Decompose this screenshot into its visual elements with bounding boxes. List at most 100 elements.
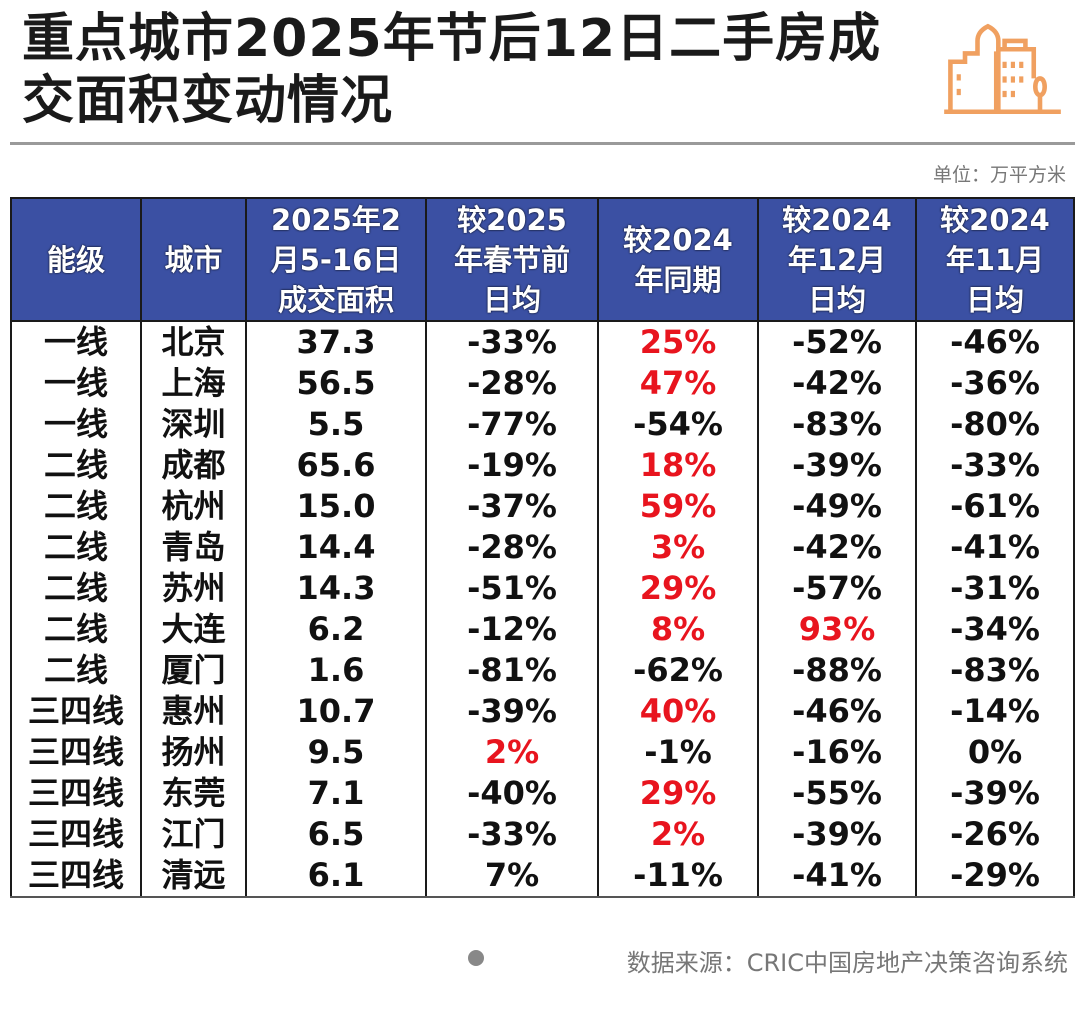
table-cell: -39% <box>425 691 599 732</box>
table-cell: 7.1 <box>245 773 427 814</box>
column-header-label: 2025年2月5-16日成交面积 <box>270 202 402 317</box>
table-cell: 2% <box>425 732 599 773</box>
table-cell: -54% <box>597 404 759 445</box>
table-cell: -28% <box>425 527 599 568</box>
table-cell: 大连 <box>140 609 247 650</box>
table-cell: -41% <box>915 527 1075 568</box>
unit-label: 单位：万平方米 <box>932 164 1066 186</box>
table-cell: -14% <box>915 691 1075 732</box>
table-cell: 二线 <box>10 445 142 486</box>
table-cell: 青岛 <box>140 527 247 568</box>
table-row: 二线 苏州 14.3 -51% 29% -57% -31% <box>10 568 1075 609</box>
table-cell: -51% <box>425 568 599 609</box>
table-cell: -81% <box>425 650 599 691</box>
table-cell: 93% <box>757 609 917 650</box>
column-header-label: 较2024年12月日均 <box>782 202 892 317</box>
column-header: 较2024年同期 <box>597 197 759 322</box>
table-cell: -33% <box>425 321 599 363</box>
page-title: 重点城市2025年节后12日二手房成交面积变动情况 <box>22 9 882 131</box>
column-header: 较2024年11月日均 <box>915 197 1075 322</box>
table-cell: 7% <box>425 855 599 898</box>
table-row: 二线 青岛 14.4 -28% 3% -42% -41% <box>10 527 1075 568</box>
table-cell: 14.3 <box>245 568 427 609</box>
table-cell: 成都 <box>140 445 247 486</box>
table-cell: 1.6 <box>245 650 427 691</box>
table-cell: 杭州 <box>140 486 247 527</box>
table-cell: 扬州 <box>140 732 247 773</box>
table-cell: -80% <box>915 404 1075 445</box>
city-buildings-icon <box>944 23 1061 115</box>
table-cell: 深圳 <box>140 404 247 445</box>
table-cell: -49% <box>757 486 917 527</box>
table-cell: -26% <box>915 814 1075 855</box>
table-cell: -16% <box>757 732 917 773</box>
table-cell: 56.5 <box>245 363 427 404</box>
table-cell: 37.3 <box>245 321 427 363</box>
table-cell: 6.5 <box>245 814 427 855</box>
table-cell: 二线 <box>10 568 142 609</box>
table-cell: -36% <box>915 363 1075 404</box>
table-cell: 8% <box>597 609 759 650</box>
table-cell: 29% <box>597 773 759 814</box>
table-cell: -83% <box>915 650 1075 691</box>
column-header-label: 较2025年春节前日均 <box>453 202 570 317</box>
table-cell: 25% <box>597 321 759 363</box>
table-cell: 清远 <box>140 855 247 898</box>
table-cell: 3% <box>597 527 759 568</box>
table-row: 二线 杭州 15.0 -37% 59% -49% -61% <box>10 486 1075 527</box>
column-header: 2025年2月5-16日成交面积 <box>245 197 427 322</box>
table-cell: 29% <box>597 568 759 609</box>
table-cell: 东莞 <box>140 773 247 814</box>
column-header-label: 较2024年同期 <box>623 222 733 297</box>
table-cell: 6.2 <box>245 609 427 650</box>
table-cell: 47% <box>597 363 759 404</box>
table-cell: 5.5 <box>245 404 427 445</box>
table-cell: 18% <box>597 445 759 486</box>
table-cell: 厦门 <box>140 650 247 691</box>
table-row: 三四线 江门 6.5 -33% 2% -39% -26% <box>10 814 1075 855</box>
divider <box>10 142 1075 145</box>
table-cell: 惠州 <box>140 691 247 732</box>
table-row: 三四线 清远 6.1 7% -11% -41% -29% <box>10 855 1075 898</box>
table-cell: -42% <box>757 363 917 404</box>
column-header: 城市 <box>140 197 247 322</box>
table-row: 二线 厦门 1.6 -81% -62% -88% -83% <box>10 650 1075 691</box>
table-cell: -12% <box>425 609 599 650</box>
table-cell: 6.1 <box>245 855 427 898</box>
table-row: 二线 成都 65.6 -19% 18% -39% -33% <box>10 445 1075 486</box>
column-header: 较2024年12月日均 <box>757 197 917 322</box>
table-cell: 上海 <box>140 363 247 404</box>
table-row: 一线 北京 37.3 -33% 25% -52% -46% <box>10 321 1075 363</box>
column-header-label: 能级 <box>46 242 105 277</box>
table-cell: -29% <box>915 855 1075 898</box>
table-cell: -55% <box>757 773 917 814</box>
table-cell: -40% <box>425 773 599 814</box>
table-cell: 江门 <box>140 814 247 855</box>
table-cell: -41% <box>757 855 917 898</box>
table-cell: -42% <box>757 527 917 568</box>
table-cell: -62% <box>597 650 759 691</box>
table-cell: 三四线 <box>10 855 142 898</box>
table-cell: -39% <box>915 773 1075 814</box>
table-cell: 14.4 <box>245 527 427 568</box>
table-cell: 一线 <box>10 404 142 445</box>
table-cell: 0% <box>915 732 1075 773</box>
table-cell: 二线 <box>10 650 142 691</box>
table-cell: -34% <box>915 609 1075 650</box>
column-header: 较2025年春节前日均 <box>425 197 599 322</box>
table-cell: -57% <box>757 568 917 609</box>
table-cell: 40% <box>597 691 759 732</box>
table-cell: 北京 <box>140 321 247 363</box>
table-cell: -33% <box>425 814 599 855</box>
table-cell: -33% <box>915 445 1075 486</box>
table-cell: 二线 <box>10 486 142 527</box>
table-cell: -77% <box>425 404 599 445</box>
table-cell: 9.5 <box>245 732 427 773</box>
column-header-label: 较2024年11月日均 <box>940 202 1050 317</box>
table-row: 三四线 扬州 9.5 2% -1% -16% 0% <box>10 732 1075 773</box>
table-cell: -39% <box>757 814 917 855</box>
table-cell: 三四线 <box>10 773 142 814</box>
column-header-label: 城市 <box>164 242 223 277</box>
table-cell: 二线 <box>10 527 142 568</box>
table-cell: -46% <box>757 691 917 732</box>
